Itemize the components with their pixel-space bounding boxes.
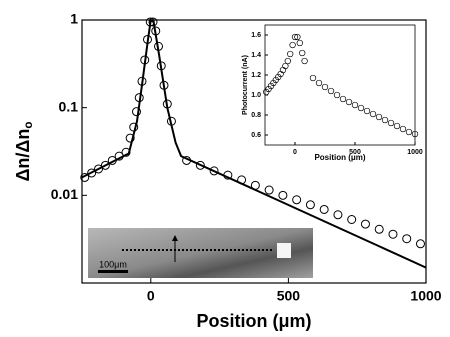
data-point — [100, 160, 110, 170]
plot-frame — [81, 19, 427, 284]
x-tick-label: 500 — [349, 149, 361, 156]
y-axis-label-text: Δn/Δn — [13, 129, 33, 182]
data-point — [333, 210, 343, 220]
x-axis-label: Position (μm) — [196, 311, 311, 331]
data-point — [94, 164, 104, 174]
data-point — [282, 62, 289, 70]
data-point — [284, 57, 291, 65]
y-tick-label: 0.6 — [251, 132, 261, 139]
main-chart: 0 500 1000 1 0.1 0.01 Position (μm) Δn/Δno — [13, 11, 442, 331]
arrow-head — [172, 235, 178, 241]
data-point — [294, 33, 301, 41]
data-point — [299, 49, 306, 57]
data-point — [321, 83, 329, 91]
scale-label: 100μm — [99, 259, 127, 269]
y-tick-label: 0.1 — [59, 98, 79, 114]
data-point — [339, 95, 347, 103]
data-point — [411, 130, 419, 138]
y-tick-label: 0.01 — [51, 186, 78, 202]
x-tick-label: 1000 — [410, 288, 441, 304]
data-point — [374, 224, 384, 234]
data-point — [345, 98, 353, 106]
data-point — [209, 166, 219, 176]
y-axis-label: Photocurrent (nA) — [242, 55, 249, 115]
data-point — [415, 239, 425, 249]
data-point — [363, 107, 371, 115]
contact-pad — [277, 243, 291, 258]
inset-background — [265, 25, 415, 145]
y-tick-label: 1.2 — [251, 72, 261, 79]
micrograph — [88, 228, 313, 278]
data-point — [264, 185, 274, 195]
data-point — [327, 87, 335, 95]
micrograph-inset: 100μm — [88, 228, 313, 278]
data-point — [292, 195, 302, 205]
data-point — [125, 133, 135, 143]
y-axis-label-subscript: o — [22, 121, 35, 128]
data-point — [393, 122, 401, 130]
data-point — [375, 113, 383, 121]
data-point — [399, 125, 407, 133]
scale-bar — [98, 270, 128, 273]
data-point — [315, 79, 323, 87]
data-point — [148, 17, 158, 27]
data-point — [351, 101, 359, 109]
data-point — [347, 215, 357, 225]
y-tick-label: 1 — [70, 11, 78, 27]
data-point — [405, 128, 413, 136]
y-tick-label: 1.0 — [251, 92, 261, 99]
data-point — [287, 50, 294, 58]
data-point — [291, 33, 299, 41]
y-axis-label-text: Photocurrent (nA) — [242, 55, 249, 115]
y-tick-label: 1.4 — [251, 52, 261, 59]
data-point — [357, 104, 365, 112]
data-point — [369, 110, 377, 118]
data-line — [81, 18, 427, 269]
data-point — [195, 160, 205, 170]
y-axis-label: Δn/Δno — [13, 121, 35, 181]
data-point — [402, 234, 412, 244]
y-tick-label: 0.8 — [251, 112, 261, 119]
x-tick-label: 500 — [277, 288, 301, 304]
data-point — [309, 74, 317, 82]
data-point — [333, 91, 341, 99]
x-tick-label: 0 — [147, 288, 155, 304]
plot-frame — [264, 24, 416, 146]
data-point — [387, 119, 395, 127]
data-point — [87, 168, 97, 178]
data-point — [289, 41, 296, 49]
data-point — [381, 116, 389, 124]
x-axis-label: Position (μm) — [314, 153, 365, 162]
data-point — [360, 219, 370, 229]
data-point — [80, 172, 90, 182]
inset-chart: 0 500 1000 0.6 0.8 1.0 1.2 1.4 1.6 Position (μm) P… — [242, 24, 423, 162]
x-tick-label: 1000 — [407, 149, 423, 156]
x-tick-label: 0 — [293, 149, 297, 156]
y-tick-label: 1.6 — [251, 32, 261, 39]
data-point — [319, 204, 329, 214]
data-point — [305, 200, 315, 210]
data-point — [296, 39, 303, 47]
data-point — [301, 57, 308, 65]
data-point — [131, 107, 141, 117]
data-point — [388, 229, 398, 239]
data-point — [278, 190, 288, 200]
